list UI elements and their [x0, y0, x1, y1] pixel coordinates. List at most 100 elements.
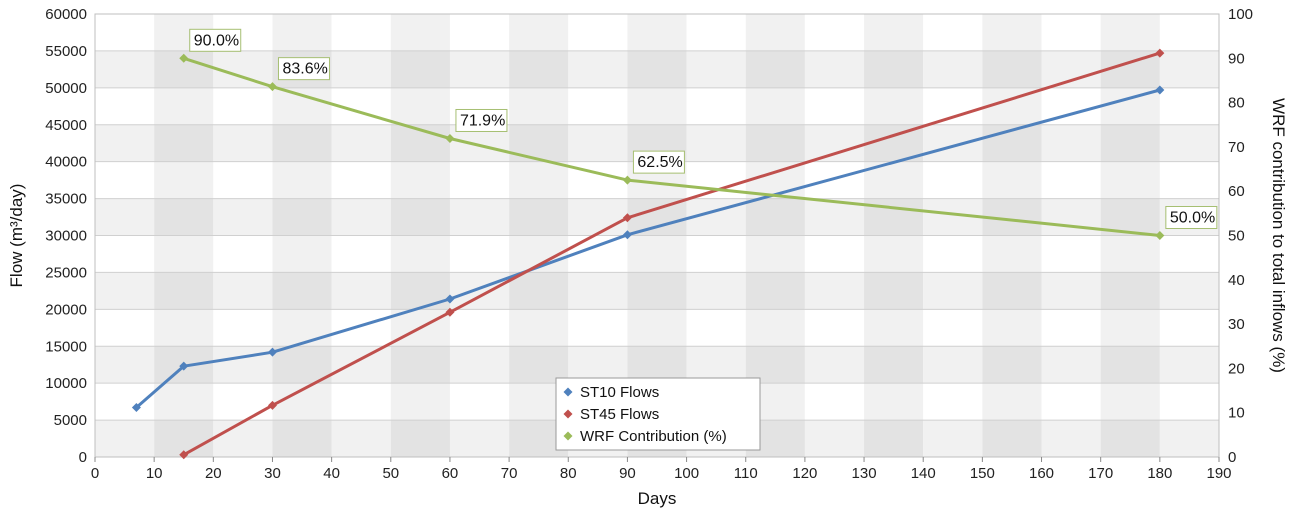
background-cell — [213, 87, 273, 125]
background-cell — [1041, 420, 1101, 457]
y-tick-label: 15000 — [45, 338, 87, 355]
background-cell — [745, 235, 805, 273]
background-cell — [864, 383, 924, 421]
legend-marker — [563, 431, 573, 441]
data-point-marker — [267, 400, 277, 410]
background-cell — [272, 161, 332, 199]
data-label: 50.0% — [1170, 210, 1215, 227]
data-point-marker — [1155, 85, 1165, 95]
background-cell — [982, 235, 1042, 273]
x-tick-label: 50 — [382, 465, 399, 482]
background-cell — [1159, 87, 1219, 125]
y-tick-label: 20000 — [45, 301, 87, 318]
background-cell — [568, 346, 628, 384]
background-cell — [1100, 272, 1160, 310]
background-cell — [686, 272, 746, 310]
x-tick-label: 170 — [1088, 465, 1113, 482]
plot-area — [94, 13, 1220, 458]
background-cell — [331, 346, 391, 384]
y-tick-label: 25000 — [45, 264, 87, 281]
background-cell — [331, 383, 391, 421]
background-cell — [449, 50, 510, 88]
data-labels: 90.0% 83.6% 71.9% 62.5% 50.0% — [189, 28, 1218, 229]
background-cell — [982, 50, 1042, 88]
background-cell — [95, 87, 155, 125]
legend-box — [555, 377, 761, 451]
background-cell — [272, 124, 332, 162]
background-cell — [745, 346, 805, 384]
background-cell — [1041, 272, 1101, 310]
data-label: 62.5% — [637, 154, 682, 171]
background-cell — [627, 198, 687, 236]
background-cell — [1159, 161, 1219, 199]
background-cell — [95, 272, 155, 310]
background-cell — [390, 383, 450, 421]
background-cell — [390, 346, 450, 384]
background-cell — [568, 309, 628, 347]
x-tick-label: 120 — [792, 465, 817, 482]
background-cell — [1041, 161, 1101, 199]
background-cell — [804, 420, 865, 457]
background-cell — [1159, 420, 1219, 457]
background-cell — [331, 124, 391, 162]
y2-tick-label: 90 — [1228, 50, 1245, 67]
x-tick-label: 150 — [970, 465, 995, 482]
background-cell — [449, 161, 510, 199]
background-cell — [272, 309, 332, 347]
y2-tick-label: 100 — [1228, 6, 1253, 23]
chart-background-bands — [95, 14, 1219, 457]
background-cell — [1159, 272, 1219, 310]
background-cell — [95, 309, 155, 347]
data-point-marker — [179, 450, 189, 460]
y2-axis-title: WRF contribution to total inflows (%) — [1269, 98, 1288, 373]
x-tick-label: 30 — [264, 465, 281, 482]
background-cell — [95, 161, 155, 199]
data-point-marker — [267, 347, 277, 357]
background-cell — [745, 198, 805, 236]
x-tick-label: 70 — [501, 465, 518, 482]
background-cell — [449, 383, 510, 421]
background-cell — [272, 14, 332, 51]
y2-axis-ticks: 0 10 20 30 40 50 60 70 80 90 100 — [1228, 6, 1253, 466]
data-label: 83.6% — [282, 61, 327, 78]
background-cell — [509, 198, 569, 236]
background-cell — [213, 272, 273, 310]
background-cell — [804, 235, 865, 273]
series-group — [131, 48, 1165, 460]
background-cell — [864, 309, 924, 347]
background-cell — [804, 346, 865, 384]
background-cell — [449, 198, 510, 236]
y-axis-title: Flow (m³/day) — [7, 184, 26, 288]
background-cell — [686, 124, 746, 162]
background-cell — [804, 87, 865, 125]
background-cell — [449, 14, 510, 51]
background-cell — [154, 87, 214, 125]
y-tick-label: 35000 — [45, 191, 87, 208]
background-cell — [1041, 346, 1101, 384]
background-cell — [627, 272, 687, 310]
background-cell — [1041, 14, 1101, 51]
background-cell — [1159, 50, 1219, 88]
background-cell — [686, 14, 746, 51]
y2-tick-label: 60 — [1228, 183, 1245, 200]
background-cell — [272, 346, 332, 384]
data-point-marker — [622, 213, 632, 223]
background-cell — [95, 124, 155, 162]
background-cell — [1100, 235, 1160, 273]
background-cell — [509, 14, 569, 51]
background-cell — [804, 14, 865, 51]
background-cell — [568, 50, 628, 88]
legend-entry-label: ST10 Flows — [580, 384, 659, 401]
background-cell — [627, 235, 687, 273]
background-cell — [213, 235, 273, 273]
background-cell — [1041, 235, 1101, 273]
background-cell — [804, 50, 865, 88]
y-tick-label: 5000 — [54, 412, 87, 429]
background-cell — [331, 309, 391, 347]
background-cell — [568, 198, 628, 236]
legend: ST10 Flows ST45 Flows WRF Contribution (%) — [555, 377, 761, 451]
x-tick-label: 140 — [911, 465, 936, 482]
background-cell — [864, 14, 924, 51]
data-label: 71.9% — [460, 112, 505, 129]
y2-tick-label: 30 — [1228, 316, 1245, 333]
